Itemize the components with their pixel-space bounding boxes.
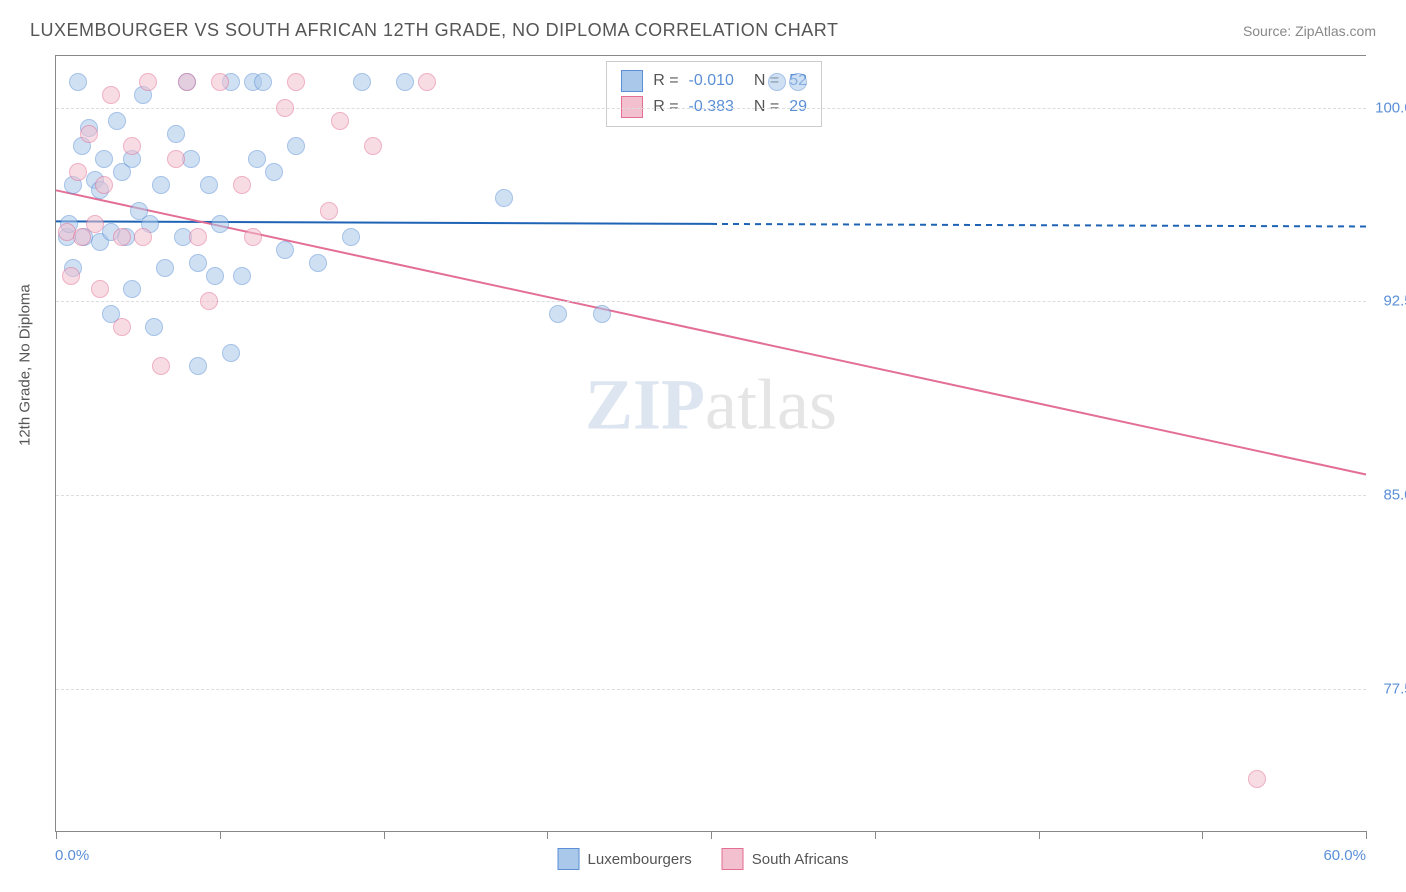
y-tick-label: 77.5%	[1383, 680, 1406, 697]
data-point	[418, 73, 436, 91]
data-point	[95, 150, 113, 168]
data-point	[396, 73, 414, 91]
chart-plot-area: ZIPatlas R =-0.010N =52R =-0.383N =29 10…	[55, 55, 1366, 832]
data-point	[211, 215, 229, 233]
data-point	[593, 305, 611, 323]
x-max-label: 60.0%	[1323, 847, 1366, 864]
r-value: -0.010	[689, 72, 734, 90]
data-point	[102, 86, 120, 104]
data-point	[211, 73, 229, 91]
data-point	[167, 125, 185, 143]
data-point	[91, 280, 109, 298]
x-tick	[220, 831, 221, 839]
data-point	[152, 357, 170, 375]
data-point	[134, 228, 152, 246]
gridline	[56, 108, 1366, 109]
legend-swatch	[621, 70, 643, 92]
series-legend: Luxembourgers South Africans	[558, 848, 849, 870]
data-point	[62, 267, 80, 285]
data-point	[123, 280, 141, 298]
data-point	[320, 202, 338, 220]
x-tick	[56, 831, 57, 839]
data-point	[342, 228, 360, 246]
x-tick	[1039, 831, 1040, 839]
data-point	[95, 176, 113, 194]
data-point	[353, 73, 371, 91]
chart-title: LUXEMBOURGER VS SOUTH AFRICAN 12TH GRADE…	[30, 20, 838, 41]
data-point	[189, 228, 207, 246]
data-point	[331, 112, 349, 130]
data-point	[145, 318, 163, 336]
data-point	[254, 73, 272, 91]
legend-label: South Africans	[752, 851, 849, 868]
data-point	[80, 125, 98, 143]
legend-swatch	[558, 848, 580, 870]
data-point	[287, 73, 305, 91]
data-point	[200, 176, 218, 194]
data-point	[86, 215, 104, 233]
x-tick	[711, 831, 712, 839]
x-tick	[1366, 831, 1367, 839]
data-point	[152, 176, 170, 194]
data-point	[156, 259, 174, 277]
trend-lines	[56, 56, 1366, 831]
data-point	[276, 99, 294, 117]
data-point	[108, 112, 126, 130]
legend-swatch	[722, 848, 744, 870]
x-tick	[384, 831, 385, 839]
gridline	[56, 689, 1366, 690]
data-point	[222, 344, 240, 362]
data-point	[768, 73, 786, 91]
data-point	[200, 292, 218, 310]
data-point	[309, 254, 327, 272]
data-point	[189, 254, 207, 272]
data-point	[69, 73, 87, 91]
data-point	[233, 176, 251, 194]
data-point	[495, 189, 513, 207]
data-point	[364, 137, 382, 155]
x-tick	[875, 831, 876, 839]
data-point	[206, 267, 224, 285]
gridline	[56, 301, 1366, 302]
x-tick	[1202, 831, 1203, 839]
data-point	[69, 163, 87, 181]
source-link[interactable]: ZipAtlas.com	[1295, 23, 1376, 39]
data-point	[789, 73, 807, 91]
y-tick-label: 85.0%	[1383, 487, 1406, 504]
data-point	[167, 150, 185, 168]
data-point	[178, 73, 196, 91]
source-label: Source: ZipAtlas.com	[1243, 23, 1376, 39]
data-point	[113, 228, 131, 246]
legend-item: Luxembourgers	[558, 848, 692, 870]
y-tick-label: 100.0%	[1375, 99, 1406, 116]
legend-label: Luxembourgers	[588, 851, 692, 868]
stats-legend-box: R =-0.010N =52R =-0.383N =29	[606, 61, 822, 127]
y-axis-label: 12th Grade, No Diploma	[17, 284, 34, 446]
gridline	[56, 495, 1366, 496]
data-point	[123, 137, 141, 155]
data-point	[1248, 770, 1266, 788]
data-point	[189, 357, 207, 375]
data-point	[248, 150, 266, 168]
x-min-label: 0.0%	[55, 847, 89, 864]
data-point	[276, 241, 294, 259]
data-point	[233, 267, 251, 285]
x-tick	[547, 831, 548, 839]
data-point	[113, 318, 131, 336]
data-point	[287, 137, 305, 155]
data-point	[549, 305, 567, 323]
y-tick-label: 92.5%	[1383, 293, 1406, 310]
data-point	[244, 228, 262, 246]
data-point	[265, 163, 283, 181]
legend-item: South Africans	[722, 848, 849, 870]
data-point	[139, 73, 157, 91]
